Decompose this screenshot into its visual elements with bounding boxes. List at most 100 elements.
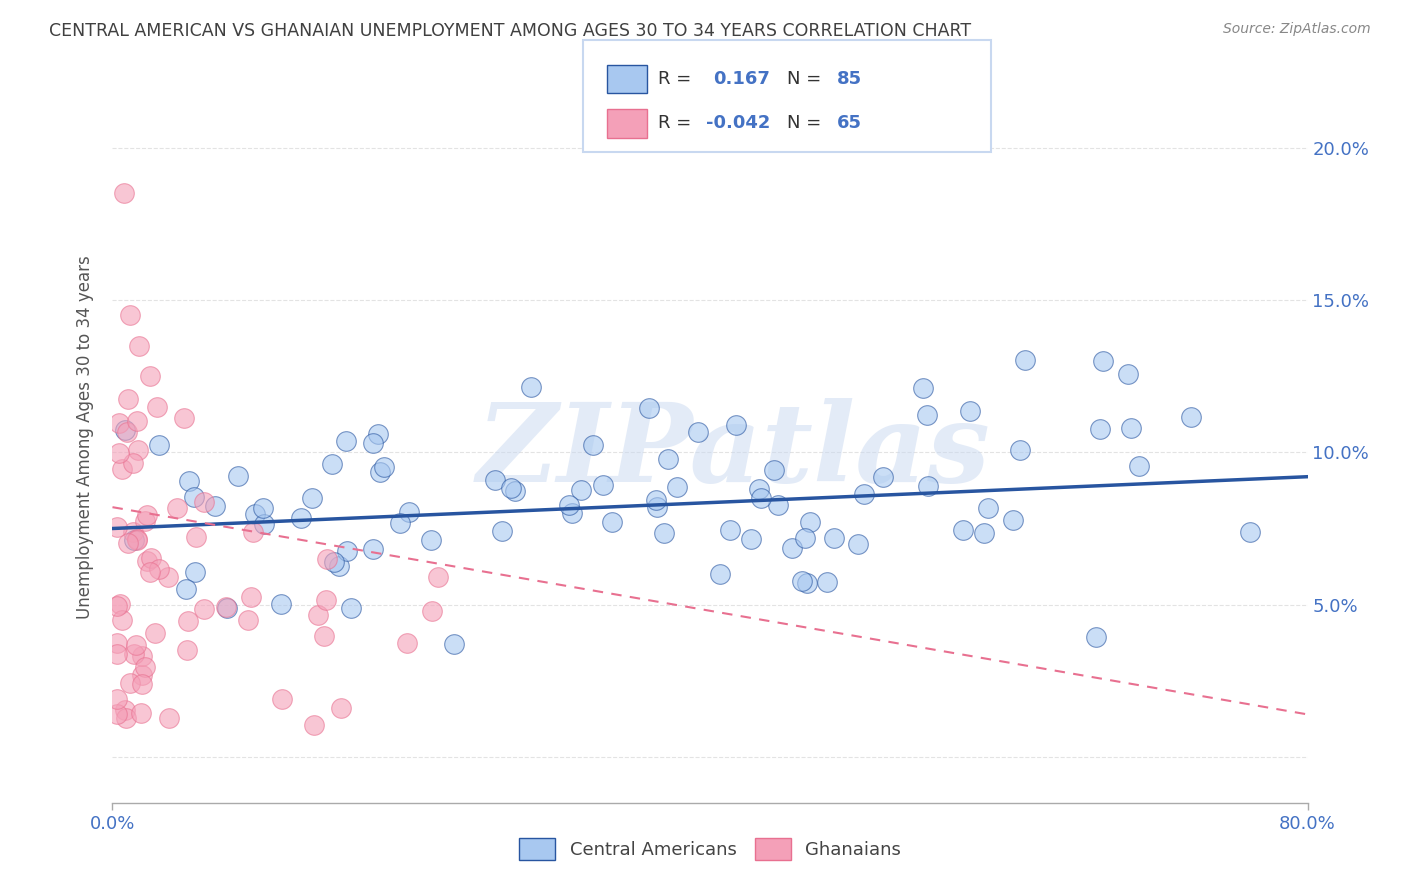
Point <box>323 555 346 569</box>
Point <box>156 570 179 584</box>
Point <box>796 576 818 591</box>
Point <box>120 308 142 322</box>
Point <box>912 381 935 395</box>
Point <box>217 601 239 615</box>
Point <box>321 457 343 471</box>
Point <box>173 411 195 425</box>
Point <box>127 443 149 458</box>
Point <box>129 706 152 721</box>
Point <box>645 493 668 508</box>
Point <box>148 562 170 576</box>
Point <box>252 500 274 515</box>
Point <box>443 637 465 651</box>
Point <box>336 543 359 558</box>
Point <box>226 469 249 483</box>
Point <box>111 614 134 628</box>
Point <box>335 434 357 448</box>
Point <box>240 590 263 604</box>
Point <box>193 602 215 616</box>
Point <box>127 533 149 547</box>
Point <box>186 530 208 544</box>
Point <box>131 677 153 691</box>
Point <box>749 491 772 505</box>
Point <box>139 551 162 566</box>
Point <box>236 613 259 627</box>
Point <box>1085 630 1108 644</box>
Point <box>107 417 129 431</box>
Point <box>766 498 789 512</box>
Point <box>793 531 815 545</box>
Point <box>491 524 513 538</box>
Point <box>398 505 420 519</box>
Point <box>718 523 741 537</box>
Point <box>115 711 138 725</box>
Point <box>569 483 592 498</box>
Point <box>665 480 688 494</box>
Point <box>183 565 205 579</box>
Point <box>370 466 392 480</box>
Point <box>124 533 146 547</box>
Point <box>117 536 139 550</box>
Text: 65: 65 <box>837 114 862 132</box>
Point <box>290 510 312 524</box>
Point <box>245 508 267 522</box>
Point <box>139 369 162 384</box>
Point <box>686 425 709 439</box>
Point <box>122 524 145 539</box>
Point <box>389 516 412 531</box>
Point <box>846 537 869 551</box>
Point <box>420 604 443 618</box>
Point <box>1008 443 1031 458</box>
Point <box>367 426 389 441</box>
Point <box>252 517 274 532</box>
Point <box>125 533 148 547</box>
Point <box>139 565 162 579</box>
Point <box>143 626 166 640</box>
Point <box>853 487 876 501</box>
Point <box>519 380 541 394</box>
Point <box>270 597 292 611</box>
Point <box>724 418 747 433</box>
Point <box>134 660 156 674</box>
Point <box>242 524 264 539</box>
Point <box>740 532 762 546</box>
Point <box>117 392 139 406</box>
Point <box>328 559 350 574</box>
Point <box>136 508 159 522</box>
Point <box>361 436 384 450</box>
Text: N =: N = <box>787 70 827 88</box>
Point <box>505 484 527 499</box>
Point <box>558 498 581 512</box>
Point <box>114 424 136 438</box>
Point <box>484 474 506 488</box>
Point <box>645 500 668 514</box>
Point <box>108 446 131 460</box>
Point <box>157 711 180 725</box>
Point <box>823 531 845 545</box>
Point <box>361 542 384 557</box>
Point <box>193 494 215 508</box>
Text: CENTRAL AMERICAN VS GHANAIAN UNEMPLOYMENT AMONG AGES 30 TO 34 YEARS CORRELATION : CENTRAL AMERICAN VS GHANAIAN UNEMPLOYMEN… <box>49 22 972 40</box>
Point <box>917 479 939 493</box>
Point <box>427 570 450 584</box>
Point <box>271 692 294 706</box>
Point <box>131 649 153 664</box>
Point <box>1090 422 1112 436</box>
Point <box>122 647 145 661</box>
Point <box>312 629 335 643</box>
Point <box>204 499 226 513</box>
Point <box>790 574 813 588</box>
Point <box>915 408 938 422</box>
Point <box>134 514 156 528</box>
Text: R =: R = <box>658 114 697 132</box>
Point <box>340 601 363 615</box>
Point <box>657 451 679 466</box>
Point <box>638 401 661 415</box>
Point <box>709 566 731 581</box>
Point <box>600 515 623 529</box>
Point <box>315 552 337 566</box>
Y-axis label: Unemployment Among Ages 30 to 34 years: Unemployment Among Ages 30 to 34 years <box>76 255 94 619</box>
Point <box>652 526 675 541</box>
Point <box>176 642 198 657</box>
Point <box>108 597 131 611</box>
